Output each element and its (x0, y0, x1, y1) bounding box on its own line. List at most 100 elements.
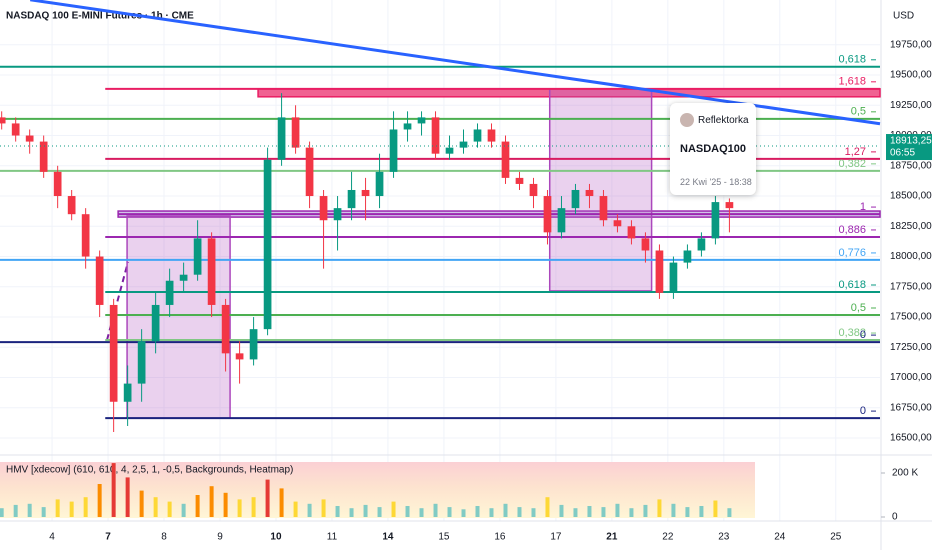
volume-bar (83, 497, 88, 517)
candle-body (389, 129, 398, 172)
volume-bar (41, 507, 46, 517)
x-tick-label: 15 (438, 532, 450, 543)
candle-body (613, 220, 622, 227)
fib-level-label: 0,776 (838, 247, 866, 259)
volume-bar (97, 484, 102, 517)
candle-body (249, 329, 258, 360)
volume-bar (153, 497, 158, 517)
volume-bar (237, 499, 242, 517)
volume-bar (727, 508, 732, 517)
y-tick-label: 16750,00 (890, 402, 932, 413)
candle-body (137, 341, 146, 384)
candle-body (11, 123, 20, 136)
x-tick-label: 16 (494, 532, 506, 543)
volume-bar (125, 477, 130, 517)
volume-bar (657, 499, 662, 517)
candle-body (207, 238, 216, 305)
candle-body (67, 196, 76, 215)
candle-body (81, 214, 90, 257)
candle-body (417, 117, 426, 124)
x-tick-label: 9 (217, 532, 223, 543)
candle-body (711, 202, 720, 239)
candle-body (221, 304, 230, 354)
volume-bar (671, 503, 676, 517)
candle-body (333, 208, 342, 221)
volume-bar (55, 499, 60, 517)
y-tick-label: 19250,00 (890, 100, 932, 111)
x-tick-label: 8 (161, 532, 167, 543)
candle-body (25, 135, 34, 142)
y-tick-label: 18500,00 (890, 191, 932, 202)
candle-body (263, 159, 272, 330)
idea-card[interactable]: Reflektorka NASDAQ100 22 Kwi '25 - 18:38 (670, 103, 756, 195)
fib-level-label: 0,382 (838, 327, 866, 339)
volume-bar (685, 507, 690, 517)
fib-level-label: 0,886 (838, 224, 866, 236)
volume-bar (279, 488, 284, 517)
x-tick-label: 14 (382, 532, 394, 543)
x-tick-label: 10 (270, 532, 282, 543)
candle-body (669, 262, 678, 293)
y-tick-label: 18750,00 (890, 160, 932, 171)
volume-bar (0, 508, 4, 517)
volume-bar (503, 503, 508, 517)
volume-bar (181, 503, 186, 517)
candle-body (0, 117, 6, 124)
volume-bar (405, 506, 410, 517)
candle-body (725, 202, 734, 209)
volume-bar (307, 503, 312, 517)
volume-bar (447, 507, 452, 517)
volume-bar (461, 509, 466, 517)
x-tick-label: 24 (774, 532, 786, 543)
currency-label: USD (893, 11, 914, 22)
volume-bar (601, 507, 606, 517)
candle-body (487, 129, 496, 142)
last-price-label: 18913,25 (890, 136, 932, 147)
candle-body (599, 196, 608, 221)
candle-body (459, 141, 468, 148)
last-price-time: 06:55 (890, 148, 915, 159)
volume-bar (349, 508, 354, 517)
candle-body (655, 250, 664, 293)
volume-bar (251, 497, 256, 517)
y-tick-label: 19500,00 (890, 70, 932, 81)
candle-body (193, 238, 202, 275)
volume-bar (223, 492, 228, 517)
volume-bar (363, 504, 368, 517)
avatar (680, 113, 694, 127)
volume-bar (13, 504, 18, 517)
volume-bar (433, 503, 438, 517)
candle-body (277, 117, 286, 160)
volume-bar (713, 500, 718, 517)
candle-body (585, 189, 594, 197)
y-tick-label: 19750,00 (890, 39, 932, 50)
candle-body (571, 189, 580, 209)
volume-bar (139, 490, 144, 517)
y-tick-label: 18250,00 (890, 221, 932, 232)
x-tick-label: 23 (718, 532, 730, 543)
candle-body (375, 171, 384, 197)
candle-body (683, 250, 692, 263)
volume-bar (69, 501, 74, 517)
y-tick-label: 16500,00 (890, 433, 932, 444)
candle-body (445, 147, 454, 154)
candle-body (319, 196, 328, 221)
candle-body (151, 304, 160, 342)
x-tick-label: 11 (327, 532, 338, 543)
volume-bar (587, 506, 592, 517)
candle-body (291, 117, 300, 148)
volume-bar (321, 499, 326, 517)
volume-bar (629, 508, 634, 517)
candle-body (529, 183, 538, 197)
volume-bar (111, 463, 116, 517)
candle-body (347, 189, 356, 209)
volume-bar (489, 508, 494, 517)
volume-bar (265, 479, 270, 517)
x-tick-label: 7 (105, 532, 111, 543)
fib-level-label: 1,27 (845, 146, 866, 158)
x-tick-label: 22 (662, 532, 674, 543)
candle-body (109, 304, 118, 402)
x-tick-label: 4 (49, 532, 55, 543)
x-tick-label: 17 (550, 532, 562, 543)
volume-bar (293, 501, 298, 517)
